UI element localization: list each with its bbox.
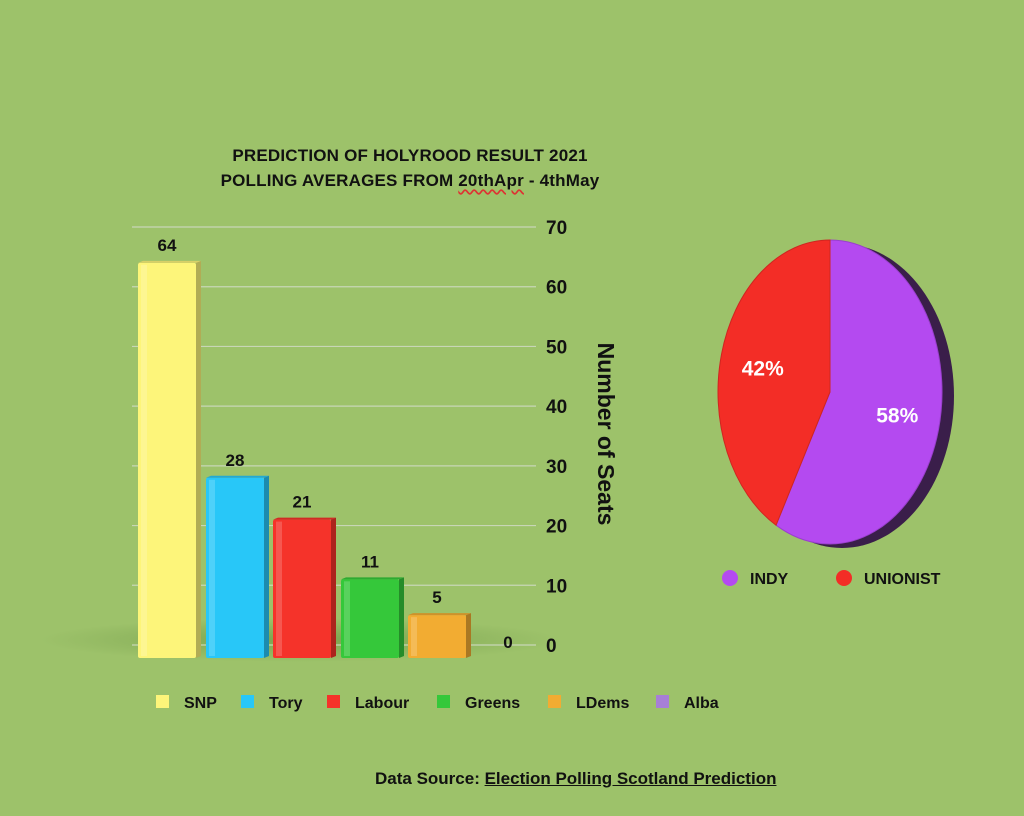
legend-dot-indy <box>722 570 738 586</box>
legend-label-indy: INDY <box>750 571 789 588</box>
legend-swatch-labour <box>327 695 340 708</box>
pie-label-unionist: 42% <box>742 358 784 381</box>
title-date-start: 20thApr <box>458 171 524 190</box>
bar-labour-top <box>273 517 336 520</box>
data-source: Data Source: Election Polling Scotland P… <box>375 769 776 789</box>
bar-highlight <box>141 264 147 656</box>
chart-title-line1: PREDICTION OF HOLYROOD RESULT 2021 <box>232 146 588 165</box>
data-label-snp: 64 <box>158 236 177 255</box>
title-prefix: POLLING AVERAGES FROM <box>220 171 459 190</box>
bar-greens-top <box>341 577 404 580</box>
y-tick-label: 10 <box>546 576 567 597</box>
bar-greens-side <box>399 577 404 658</box>
legend-label-ldems: LDems <box>576 695 629 712</box>
data-source-prefix: Data Source: <box>375 769 485 788</box>
y-tick-label: 50 <box>546 337 567 358</box>
bar-highlight <box>344 581 350 656</box>
bar-ldems-top <box>408 613 471 616</box>
legend-label-greens: Greens <box>465 695 520 712</box>
y-tick-label: 30 <box>546 457 567 478</box>
data-label-tory: 28 <box>226 451 245 470</box>
bar-highlight <box>411 617 417 656</box>
bar-ldems-side <box>466 613 471 658</box>
bar-snp-side <box>196 260 201 658</box>
data-label-ldems: 5 <box>432 588 441 607</box>
legends: SNP Tory Labour Greens LDems Alba INDY UNIONIST <box>156 570 941 712</box>
bar-ldems <box>408 615 466 658</box>
data-source-link[interactable]: Election Polling Scotland Prediction <box>484 769 777 788</box>
y-tick-label: 0 <box>546 636 557 657</box>
y-axis-label: Number of Seats <box>593 343 619 526</box>
bar-labour-side <box>331 517 336 658</box>
y-tick-label: 70 <box>546 218 567 239</box>
pie-slice-indy <box>775 239 943 545</box>
data-label-alba: 0 <box>503 633 512 652</box>
title-suffix: - 4thMay <box>523 171 600 190</box>
bar-snp <box>138 262 196 658</box>
legend-dot-unionist <box>836 570 852 586</box>
legend-label-labour: Labour <box>355 695 409 712</box>
legend-swatch-snp <box>156 695 169 708</box>
pie-chart: 58% 42% <box>717 239 954 548</box>
bar-tory-side <box>264 475 269 658</box>
legend-label-tory: Tory <box>269 695 303 712</box>
pie-slice-unionist <box>717 239 831 526</box>
bar-tory <box>206 477 264 658</box>
bar-highlight <box>276 521 282 656</box>
y-tick-label: 60 <box>546 278 567 299</box>
y-tick-label: 20 <box>546 517 567 538</box>
chart-title-line2: POLLING AVERAGES FROM 20thApr - 4thMay <box>150 171 670 191</box>
legend-label-unionist: UNIONIST <box>864 571 941 588</box>
y-tick-label: 40 <box>546 397 567 418</box>
pie-label-indy: 58% <box>876 404 918 427</box>
data-label-labour: 21 <box>293 493 312 512</box>
legend-swatch-greens <box>437 695 450 708</box>
bar-labour <box>273 519 331 658</box>
legend-swatch-alba <box>656 695 669 708</box>
bar-tory-top <box>206 475 269 478</box>
bar-snp-top <box>138 260 201 263</box>
legend-swatch-tory <box>241 695 254 708</box>
data-label-greens: 11 <box>361 552 379 571</box>
bar-greens <box>341 579 399 658</box>
legend-label-alba: Alba <box>684 695 719 712</box>
bar-highlight <box>209 479 215 656</box>
legend-label-snp: SNP <box>184 695 217 712</box>
legend-swatch-ldems <box>548 695 561 708</box>
